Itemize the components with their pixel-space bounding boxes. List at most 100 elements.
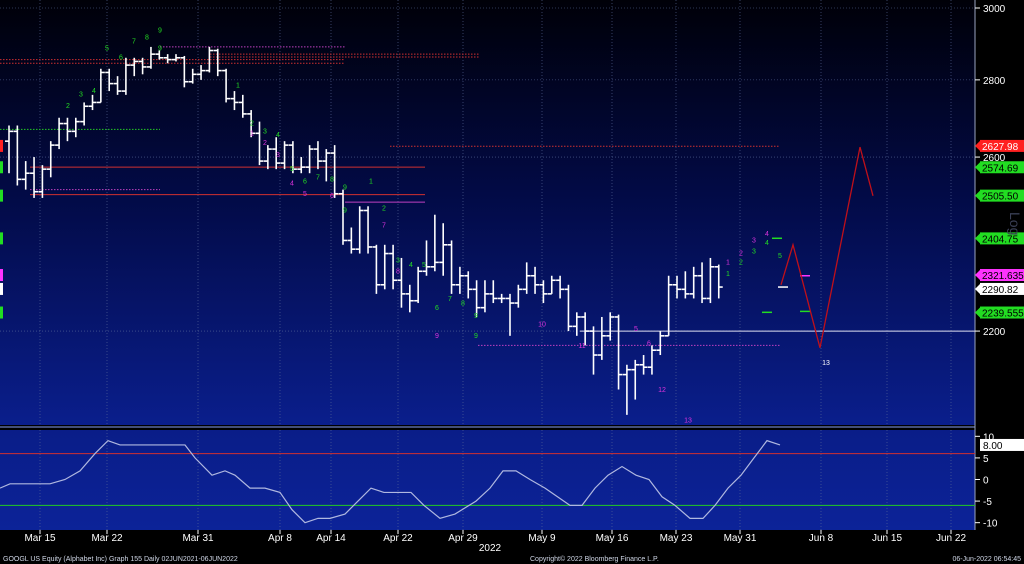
sequential-count-label: 4: [765, 231, 769, 238]
value-tag-background: [980, 189, 1024, 202]
ohlc-bar: [355, 206, 364, 254]
ohlc-bar: [197, 65, 206, 80]
ohlc-bar: [230, 91, 239, 111]
date-tick-label: May 23: [660, 533, 693, 544]
value-tags: 2627.98 2574.69 2505.50 2404.75 2321.635 2290…: [0, 139, 1024, 320]
sequential-count-label: 1: [726, 260, 730, 267]
sequential-count-label: 3: [752, 249, 756, 256]
sequential-count-label: 4: [409, 262, 413, 269]
date-tick-label: Apr 8: [268, 533, 292, 544]
ohlc-bar: [280, 141, 289, 170]
date-tick-label: Mar 15: [24, 533, 56, 544]
price-axis: 3000 2800 2600 2200: [975, 4, 1006, 338]
date-tick-label: Apr 29: [448, 533, 478, 544]
price-tick-label: 2800: [983, 76, 1006, 87]
ohlc-bar: [155, 50, 164, 60]
value-tag: 2627.98: [0, 139, 1024, 153]
levels-layer: [0, 46, 975, 346]
ohlc-bar: [664, 275, 673, 337]
sequential-count-label: 5: [303, 191, 307, 198]
value-tag-background: [980, 232, 1024, 245]
sequential-count-label: 8: [145, 35, 149, 42]
sequential-count-label: 1: [726, 271, 730, 278]
ohlc-bar: [480, 280, 489, 313]
ohlc-bar: [172, 54, 180, 62]
ohlc-bar: [38, 165, 47, 198]
ohlc-bar: [21, 161, 30, 190]
value-tag-pointer: [975, 283, 980, 294]
ohlc-bar: [297, 157, 306, 174]
ohlc-bar: [113, 76, 122, 95]
ohlc-bar: [647, 345, 656, 375]
ohlc-bar: [430, 214, 439, 272]
ohlc-bar: [255, 121, 264, 166]
ohlc-bar: [63, 117, 72, 142]
value-tag-left-marker: [0, 306, 3, 319]
value-tag-label: 2404.75: [982, 234, 1019, 245]
oscillator-line: [0, 439, 781, 524]
ohlc-bar: [205, 46, 214, 73]
sequential-count-label: 2: [66, 103, 70, 110]
date-tick-label: Jun 22: [936, 533, 966, 544]
sequential-count-label: 9: [474, 333, 478, 340]
sequential-count-label: 6: [119, 55, 123, 62]
sequential-count-label: 2: [263, 140, 267, 147]
oscillator-tick-label: -5: [983, 497, 992, 508]
ohlc-bar: [347, 227, 356, 254]
ohlc-bar: [339, 189, 347, 245]
forecast-path: [780, 146, 874, 348]
sequential-count-label: 9: [474, 313, 478, 320]
ohlc-bar: [364, 206, 373, 254]
ohlc-bar: [422, 240, 431, 276]
sequential-count-label: 7: [382, 223, 386, 230]
date-tick-label: Jun 8: [809, 533, 834, 544]
ohlc-bar: [522, 262, 531, 294]
value-tag-pointer: [975, 307, 980, 318]
ohlc-bar: [673, 275, 681, 299]
value-tag: 2574.69: [0, 161, 1024, 174]
sequential-count-label: 3: [79, 92, 83, 99]
sequential-count-label: 3: [752, 238, 756, 245]
ohlc-bar: [497, 293, 506, 304]
value-tag-background: [980, 282, 1024, 295]
year-label: 2022: [479, 543, 502, 554]
price-bars: [5, 46, 723, 415]
ohlc-bar: [330, 145, 339, 198]
date-tick-label: May 9: [528, 533, 556, 544]
price-tick-label: 2600: [983, 153, 1006, 164]
ohlc-bar: [414, 266, 423, 304]
oscillator: 10 5 0 -5 -10 8.00: [0, 432, 1024, 530]
ohlc-bar: [597, 316, 606, 360]
value-tag: 2290.82: [0, 282, 1024, 296]
ohlc-bar: [631, 359, 640, 400]
value-tag-pointer: [975, 190, 980, 201]
ohlc-bar: [689, 266, 698, 299]
sequential-count-label: 9: [343, 185, 347, 192]
sequential-count-label: 13: [684, 418, 692, 425]
ohlc-bar: [46, 141, 55, 178]
ohlc-bar: [698, 262, 707, 304]
value-tag-pointer: [975, 233, 980, 244]
sequential-count-label: 4: [92, 88, 96, 95]
sequential-count-label: 4: [765, 240, 769, 247]
sequential-count-label: 8: [330, 176, 334, 183]
ohlc-bar: [389, 244, 398, 290]
value-tag-pointer: [975, 162, 980, 173]
sequential-count-label: 5: [778, 253, 782, 260]
value-tag-label: 2290.82: [982, 285, 1019, 296]
sequential-count-label: 8: [396, 269, 400, 276]
value-tag-label: 2627.98: [982, 142, 1019, 153]
value-tag-background: [980, 306, 1024, 319]
sequential-count-label: 12: [658, 387, 666, 394]
ohlc-bar: [272, 137, 281, 170]
ohlc-bar: [622, 364, 631, 415]
value-tag-label: 2321.635: [982, 271, 1024, 282]
ohlc-bar: [372, 244, 381, 294]
sequential-count-label: 2: [382, 205, 386, 212]
oscillator-tick-label: -10: [983, 519, 998, 530]
ohlc-bar: [447, 240, 456, 294]
ohlc-bar: [222, 68, 231, 103]
ohlc-bar: [572, 312, 581, 336]
